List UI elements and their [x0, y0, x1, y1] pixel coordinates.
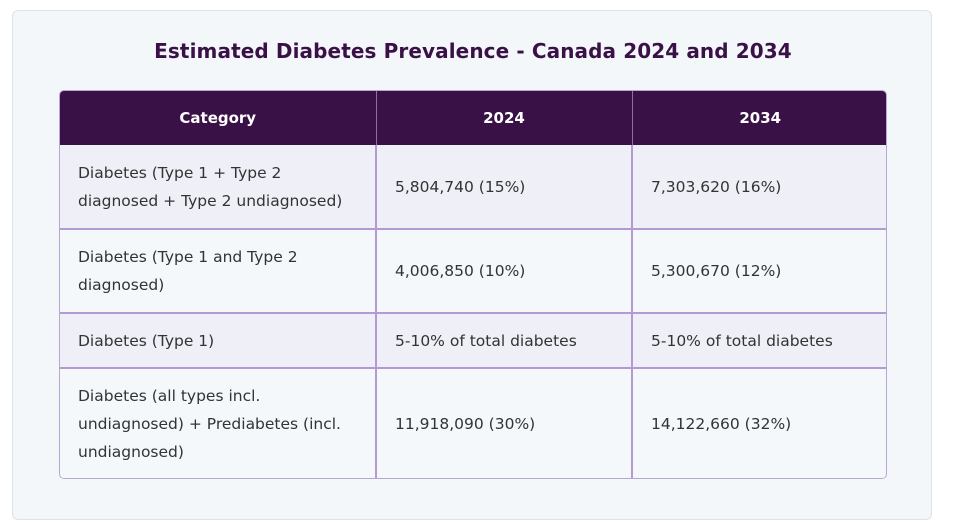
- table-row: Diabetes (Type 1 and Type 2 diagnosed) 4…: [60, 229, 886, 314]
- value-2024-cell: 11,918,090 (30%): [376, 368, 633, 478]
- value-2034-cell: 7,303,620 (16%): [632, 145, 886, 230]
- column-header-category: Category: [60, 91, 377, 145]
- value-2034-cell: 5-10% of total diabetes: [632, 313, 886, 369]
- category-cell: Diabetes (Type 1 and Type 2 diagnosed): [60, 229, 377, 314]
- category-cell: Diabetes (all types incl. undiagnosed) +…: [60, 368, 377, 478]
- table-row: Diabetes (all types incl. undiagnosed) +…: [60, 368, 886, 478]
- column-header-2034: 2034: [632, 91, 886, 145]
- table-row: Diabetes (Type 1 + Type 2 diagnosed + Ty…: [60, 145, 886, 230]
- value-2024-cell: 5,804,740 (15%): [376, 145, 633, 230]
- table-row: Diabetes (Type 1) 5-10% of total diabete…: [60, 313, 886, 369]
- value-2034-cell: 14,122,660 (32%): [632, 368, 886, 478]
- value-2024-cell: 5-10% of total diabetes: [376, 313, 633, 369]
- table-header-row: Category 2024 2034: [60, 91, 886, 145]
- column-header-2024: 2024: [376, 91, 633, 145]
- value-2024-cell: 4,006,850 (10%): [376, 229, 633, 314]
- page-title: Estimated Diabetes Prevalence - Canada 2…: [154, 39, 792, 63]
- table-card: Estimated Diabetes Prevalence - Canada 2…: [12, 10, 932, 520]
- prevalence-table: Category 2024 2034 Diabetes (Type 1 + Ty…: [59, 90, 887, 479]
- category-cell: Diabetes (Type 1 + Type 2 diagnosed + Ty…: [60, 145, 377, 230]
- value-2034-cell: 5,300,670 (12%): [632, 229, 886, 314]
- category-cell: Diabetes (Type 1): [60, 313, 377, 369]
